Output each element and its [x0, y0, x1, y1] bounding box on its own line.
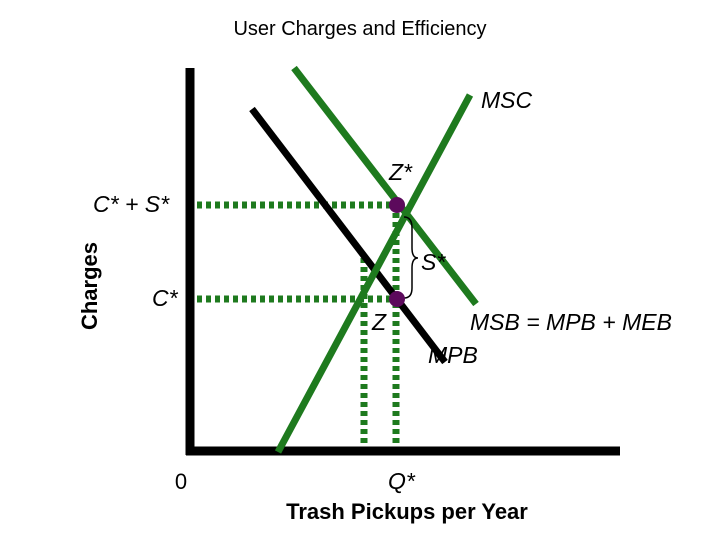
mpb-curve [249, 106, 448, 365]
x-axis-label: Trash Pickups per Year [286, 499, 528, 524]
z-label: Z [371, 309, 387, 335]
origin-label: 0 [175, 469, 187, 494]
c-star-label: C* [152, 285, 179, 311]
q-star-label: Q* [388, 468, 416, 494]
msc-label: MSC [481, 87, 533, 113]
z-star-point [389, 197, 405, 213]
s-star-brace [403, 216, 419, 299]
msb-label: MSB = MPB + MEB [470, 309, 672, 335]
msc-curve [274, 93, 474, 454]
z-point [389, 291, 405, 307]
diagram-title: User Charges and Efficiency [233, 18, 486, 40]
c-plus-s-label: C* + S* [93, 191, 170, 217]
mpb-label: MPB [428, 342, 478, 368]
y-axis-label: Charges [77, 242, 102, 330]
s-star-label: S* [421, 249, 446, 275]
z-star-label: Z* [388, 159, 413, 185]
msb-curve [291, 65, 479, 307]
